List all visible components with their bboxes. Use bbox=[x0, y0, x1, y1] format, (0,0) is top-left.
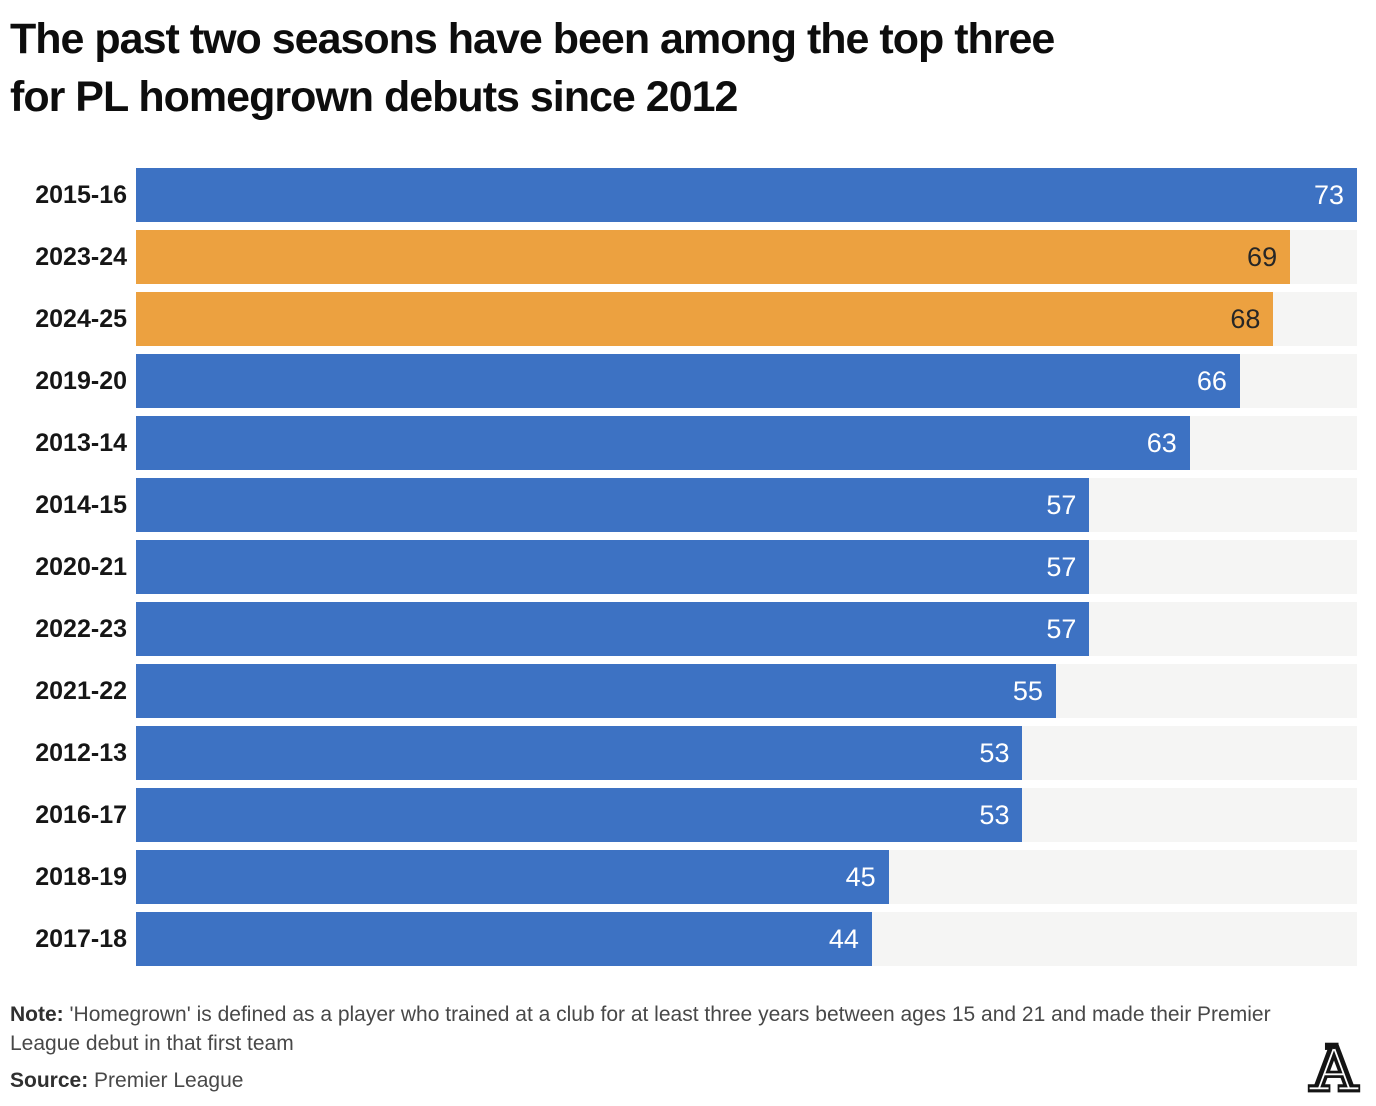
source-label: Source: bbox=[10, 1069, 89, 1092]
value-label: 45 bbox=[845, 861, 876, 892]
bar-track: 57 bbox=[136, 540, 1357, 594]
season-label: 2019-20 bbox=[35, 366, 127, 395]
value-label: 53 bbox=[979, 737, 1010, 768]
bar-chart: 2015-16 73 2023-24 69 2024-25 68 bbox=[10, 168, 1357, 974]
value-label: 63 bbox=[1146, 427, 1177, 458]
bar-track: 73 bbox=[136, 168, 1357, 222]
bar-row: 2023-24 69 bbox=[10, 230, 1357, 284]
bar-row: 2017-18 44 bbox=[10, 912, 1357, 966]
season-label: 2014-15 bbox=[35, 490, 127, 519]
bar-track: 55 bbox=[136, 664, 1357, 718]
value-label: 68 bbox=[1230, 303, 1261, 334]
the-athletic-logo bbox=[1307, 1042, 1361, 1093]
bar: 68 bbox=[136, 292, 1274, 346]
note: Note: 'Homegrown' is defined as a player… bbox=[10, 1000, 1300, 1058]
chart-title-line2: for PL homegrown debuts since 2012 bbox=[10, 73, 738, 121]
season-label: 2018-19 bbox=[35, 862, 127, 891]
value-label: 57 bbox=[1046, 613, 1077, 644]
bar: 57 bbox=[136, 602, 1090, 656]
bar: 57 bbox=[136, 478, 1090, 532]
bar: 45 bbox=[136, 850, 889, 904]
bar-track: 69 bbox=[136, 230, 1357, 284]
bar: 69 bbox=[136, 230, 1291, 284]
value-label: 66 bbox=[1196, 365, 1227, 396]
value-label: 55 bbox=[1012, 675, 1043, 706]
bar-track: 63 bbox=[136, 416, 1357, 470]
value-label: 57 bbox=[1046, 489, 1077, 520]
value-label: 44 bbox=[828, 923, 859, 954]
bar-track: 45 bbox=[136, 850, 1357, 904]
note-text: 'Homegrown' is defined as a player who t… bbox=[10, 1003, 1271, 1055]
bar-row: 2020-21 57 bbox=[10, 540, 1357, 594]
bar-row: 2021-22 55 bbox=[10, 664, 1357, 718]
bar-row: 2015-16 73 bbox=[10, 168, 1357, 222]
bar-track: 44 bbox=[136, 912, 1357, 966]
source-text: Premier League bbox=[94, 1069, 244, 1092]
bar-row: 2013-14 63 bbox=[10, 416, 1357, 470]
bar: 53 bbox=[136, 788, 1023, 842]
chart-title: The past two seasons have been among the… bbox=[10, 10, 1350, 126]
bar: 44 bbox=[136, 912, 872, 966]
season-label: 2022-23 bbox=[35, 614, 127, 643]
bar-row: 2012-13 53 bbox=[10, 726, 1357, 780]
bar-track: 66 bbox=[136, 354, 1357, 408]
bar: 55 bbox=[136, 664, 1056, 718]
footer: Note: 'Homegrown' is defined as a player… bbox=[10, 1000, 1300, 1095]
bar-row: 2022-23 57 bbox=[10, 602, 1357, 656]
value-label: 73 bbox=[1313, 179, 1344, 210]
season-label: 2020-21 bbox=[35, 552, 127, 581]
season-label: 2012-13 bbox=[35, 738, 127, 767]
season-label: 2013-14 bbox=[35, 428, 127, 457]
value-label: 69 bbox=[1247, 241, 1278, 272]
value-label: 57 bbox=[1046, 551, 1077, 582]
bar-track: 68 bbox=[136, 292, 1357, 346]
bar: 66 bbox=[136, 354, 1240, 408]
bar: 63 bbox=[136, 416, 1190, 470]
bar: 53 bbox=[136, 726, 1023, 780]
bar-row: 2024-25 68 bbox=[10, 292, 1357, 346]
bar-row: 2016-17 53 bbox=[10, 788, 1357, 842]
bar-row: 2014-15 57 bbox=[10, 478, 1357, 532]
season-label: 2015-16 bbox=[35, 180, 127, 209]
bar-track: 53 bbox=[136, 726, 1357, 780]
value-label: 53 bbox=[979, 799, 1010, 830]
source: Source: Premier League bbox=[10, 1066, 1300, 1095]
season-label: 2017-18 bbox=[35, 924, 127, 953]
bar-track: 53 bbox=[136, 788, 1357, 842]
bar-row: 2018-19 45 bbox=[10, 850, 1357, 904]
bar: 57 bbox=[136, 540, 1090, 594]
bar: 73 bbox=[136, 168, 1357, 222]
chart-title-line1: The past two seasons have been among the… bbox=[10, 15, 1055, 63]
season-label: 2023-24 bbox=[35, 242, 127, 271]
bar-row: 2019-20 66 bbox=[10, 354, 1357, 408]
note-label: Note: bbox=[10, 1003, 64, 1026]
bar-track: 57 bbox=[136, 478, 1357, 532]
season-label: 2024-25 bbox=[35, 304, 127, 333]
season-label: 2016-17 bbox=[35, 800, 127, 829]
season-label: 2021-22 bbox=[35, 676, 127, 705]
bar-track: 57 bbox=[136, 602, 1357, 656]
